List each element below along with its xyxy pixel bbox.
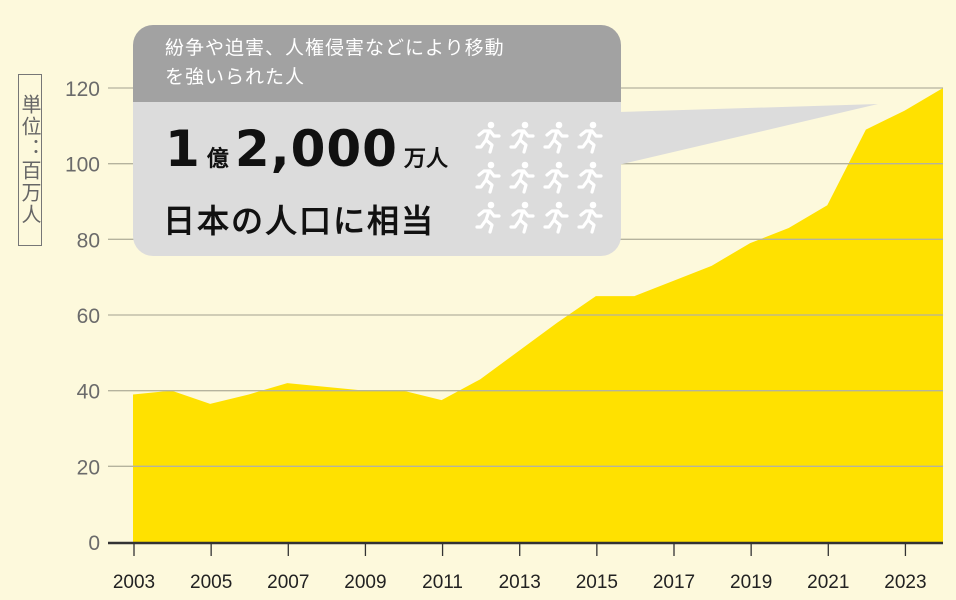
unit-man: 万人 [403, 147, 448, 172]
y-tick-label: 0 [88, 532, 100, 555]
runner-icons [475, 120, 611, 240]
y-tick-label: 40 [77, 381, 100, 404]
headline-line-1: 紛争や迫害、人権侵害などにより移動 [165, 37, 505, 59]
running-person-icon [475, 161, 501, 194]
x-tick-label: 2007 [267, 572, 309, 593]
x-tick-label: 2019 [730, 572, 772, 593]
y-tick-label: 120 [65, 78, 100, 101]
running-person-icon [475, 121, 501, 154]
figure-oku: 1 [165, 120, 201, 178]
total-figure: 1 億 2,000 万人 [165, 120, 454, 178]
y-tick-label: 60 [77, 305, 100, 328]
running-person-icon [543, 201, 569, 234]
x-tick-label: 2013 [499, 572, 541, 593]
x-tick-label: 2015 [576, 572, 618, 593]
running-person-icon [543, 121, 569, 154]
x-tick-label: 2003 [113, 572, 155, 593]
figure-man: 2,000 [234, 120, 398, 178]
running-person-icon [577, 201, 603, 234]
unit-oku: 億 [206, 147, 229, 172]
comparison-text: 日本の人口に相当 [163, 202, 436, 240]
unit-label: 単位：百万人 [18, 74, 42, 246]
x-tick-label: 2009 [344, 572, 386, 593]
running-person-icon [543, 161, 569, 194]
x-tick-label: 2023 [884, 572, 926, 593]
area-series [133, 88, 943, 542]
running-person-icon [577, 121, 603, 154]
running-person-icon [475, 201, 501, 234]
x-tick-label: 2005 [190, 572, 232, 593]
x-tick-label: 2017 [653, 572, 695, 593]
running-person-icon [577, 161, 603, 194]
y-tick-label: 20 [77, 456, 100, 479]
y-tick-label: 80 [77, 229, 100, 252]
y-tick-label: 100 [65, 154, 100, 177]
running-person-icon [509, 201, 535, 234]
x-tick-label: 2011 [422, 572, 463, 593]
running-person-icon [509, 161, 535, 194]
headline-line-2: を強いられた人 [165, 66, 306, 88]
running-person-icon [509, 121, 535, 154]
x-tick-label: 2021 [807, 572, 849, 593]
callout-body: 1 億 2,000 万人 日本の人口に相当 [133, 102, 621, 256]
callout-headline: 紛争や迫害、人権侵害などにより移動 を強いられた人 [133, 25, 621, 102]
